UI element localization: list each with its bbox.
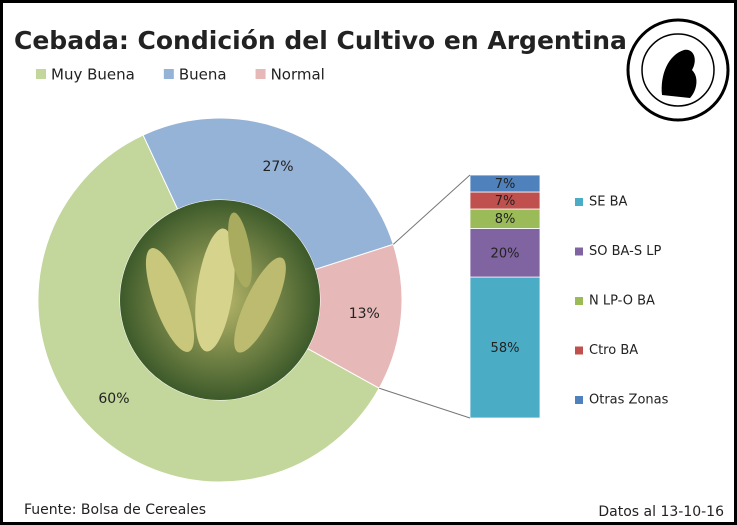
- bar-segment: [469, 276, 541, 419]
- legend-label: N LP-O BA: [589, 294, 655, 309]
- slice-label: 13%: [349, 306, 380, 322]
- segment-label: 20%: [491, 246, 520, 261]
- bar-segment: [469, 228, 541, 278]
- legend-label: Muy Buena: [51, 66, 135, 84]
- bar-segment: [469, 174, 541, 193]
- legend-swatch: [575, 247, 583, 256]
- legend-label: Otras Zonas: [589, 393, 669, 408]
- legend-swatch: [575, 198, 583, 206]
- segment-label: 58%: [491, 341, 520, 356]
- donut: [37, 117, 403, 483]
- legend-label: SE BA: [589, 195, 628, 210]
- legend-swatch: [36, 69, 46, 79]
- segment-label: 7%: [495, 194, 516, 209]
- segment-label: 7%: [495, 177, 516, 192]
- legend-swatch: [575, 297, 583, 305]
- slice-label: 27%: [262, 159, 293, 175]
- center-photo: [120, 200, 320, 400]
- legend-label: Ctro BA: [589, 343, 638, 358]
- logo: [626, 18, 730, 122]
- note: Datos al 13-10-16: [598, 504, 724, 520]
- legend-swatch: [255, 69, 266, 79]
- legend-label: Normal: [271, 66, 325, 84]
- source: Fuente: Bolsa de Cereales: [24, 502, 206, 518]
- legend-swatch: [575, 396, 583, 404]
- slice-label: 60%: [98, 391, 129, 407]
- legend-swatch: [163, 69, 174, 79]
- connector: [392, 174, 471, 245]
- chart-title: Cebada: Condición del Cultivo en Argenti…: [14, 26, 627, 55]
- segment-label: 8%: [495, 212, 516, 227]
- connector: [379, 387, 471, 419]
- legend-label: Buena: [179, 66, 227, 84]
- legend-swatch: [575, 346, 583, 355]
- legend-label: SO BA-S LP: [589, 244, 661, 259]
